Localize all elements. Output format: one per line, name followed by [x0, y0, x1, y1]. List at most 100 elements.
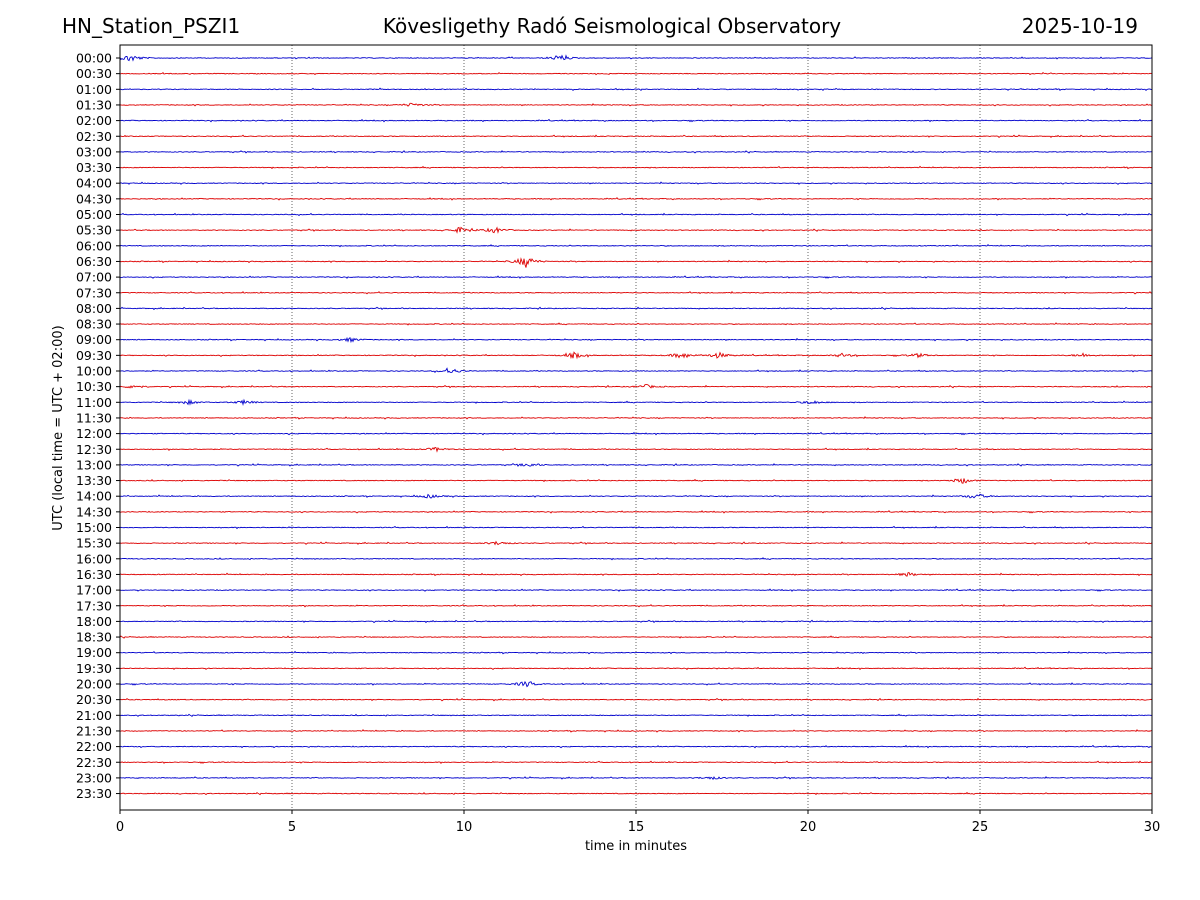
y-tick-label: 09:30 — [76, 348, 112, 363]
trace-1900 — [119, 650, 1153, 655]
y-tick-label: 18:30 — [76, 630, 112, 645]
y-tick-label: 12:30 — [76, 442, 112, 457]
trace-1100 — [119, 398, 1153, 407]
y-tick-label: 08:00 — [76, 301, 112, 316]
trace-1130 — [119, 416, 1153, 420]
trace-1930 — [119, 666, 1153, 671]
y-tick-label: 21:30 — [76, 723, 112, 738]
chart-title: Kövesligethy Radó Seismological Observat… — [382, 14, 842, 38]
trace-0430 — [119, 197, 1153, 201]
trace-1500 — [119, 525, 1153, 530]
y-tick-label: 20:30 — [76, 692, 112, 707]
trace-0030 — [119, 71, 1153, 76]
y-tick-label: 17:30 — [76, 598, 112, 613]
y-tick-label: 16:30 — [76, 567, 112, 582]
trace-0230 — [119, 134, 1153, 139]
y-tick-label: 19:00 — [76, 645, 112, 660]
y-tick-label: 06:00 — [76, 238, 112, 253]
y-tick-label: 01:00 — [76, 82, 112, 97]
x-axis-label: time in minutes — [585, 839, 687, 854]
y-tick-label: 12:00 — [76, 426, 112, 441]
y-tick-label: 11:30 — [76, 410, 112, 425]
trace-1330 — [119, 478, 1153, 484]
trace-2030 — [119, 697, 1153, 702]
trace-1800 — [119, 619, 1153, 624]
y-tick-label: 14:30 — [76, 504, 112, 519]
y-tick-label: 10:00 — [76, 364, 112, 379]
trace-1030 — [119, 384, 1153, 389]
y-tick-label: 13:00 — [76, 457, 112, 472]
trace-0930 — [119, 351, 1153, 360]
y-axis-ticks: 00:0000:3001:0001:3002:0002:3003:0003:30… — [76, 51, 120, 801]
trace-0830 — [119, 322, 1153, 326]
y-tick-label: 07:30 — [76, 285, 112, 300]
y-tick-label: 18:00 — [76, 614, 112, 629]
y-tick-label: 16:00 — [76, 551, 112, 566]
y-tick-label: 04:30 — [76, 191, 112, 206]
trace-1830 — [119, 635, 1153, 639]
y-tick-label: 22:00 — [76, 739, 112, 754]
trace-1000 — [119, 367, 1153, 373]
trace-0100 — [119, 87, 1153, 92]
y-tick-label: 20:00 — [76, 677, 112, 692]
trace-0400 — [119, 181, 1153, 185]
y-tick-label: 13:30 — [76, 473, 112, 488]
trace-0600 — [119, 244, 1153, 248]
y-tick-label: 11:00 — [76, 395, 112, 410]
x-tick-label: 10 — [456, 820, 473, 835]
trace-0530 — [119, 226, 1153, 234]
y-tick-label: 03:00 — [76, 144, 112, 159]
trace-1300 — [119, 462, 1153, 467]
trace-1230 — [119, 446, 1153, 453]
trace-0800 — [119, 306, 1153, 311]
trace-1200 — [119, 431, 1153, 436]
trace-2100 — [119, 713, 1153, 718]
y-tick-label: 23:30 — [76, 786, 112, 801]
trace-2130 — [119, 729, 1153, 733]
x-tick-label: 0 — [116, 820, 124, 835]
plot-date: 2025-10-19 — [1021, 14, 1138, 38]
y-tick-label: 14:00 — [76, 489, 112, 504]
y-tick-label: 19:30 — [76, 661, 112, 676]
trace-1730 — [119, 603, 1153, 608]
y-tick-label: 00:00 — [76, 51, 112, 66]
y-tick-label: 05:30 — [76, 223, 112, 238]
x-tick-label: 30 — [1144, 820, 1161, 835]
y-tick-label: 09:00 — [76, 332, 112, 347]
station-name: HN_Station_PSZI1 — [62, 14, 241, 38]
trace-2300 — [119, 776, 1153, 781]
trace-0730 — [119, 290, 1153, 295]
trace-2200 — [119, 744, 1153, 749]
trace-0200 — [119, 118, 1153, 123]
trace-1530 — [119, 540, 1153, 546]
y-tick-label: 15:00 — [76, 520, 112, 535]
y-tick-label: 06:30 — [76, 254, 112, 269]
trace-0900 — [119, 336, 1153, 344]
y-axis-label: UTC (local time = UTC + 02:00) — [51, 325, 66, 530]
vertical-grid — [291, 45, 981, 810]
y-tick-label: 22:30 — [76, 755, 112, 770]
trace-0330 — [119, 165, 1153, 170]
x-tick-label: 5 — [288, 820, 296, 835]
trace-0500 — [119, 212, 1153, 217]
y-tick-label: 05:00 — [76, 207, 112, 222]
y-tick-label: 02:00 — [76, 113, 112, 128]
seismic-traces — [119, 54, 1153, 796]
y-tick-label: 01:30 — [76, 97, 112, 112]
trace-1630 — [119, 572, 1153, 577]
trace-2000 — [119, 680, 1153, 688]
trace-2330 — [119, 791, 1153, 796]
y-tick-label: 08:30 — [76, 317, 112, 332]
y-tick-label: 10:30 — [76, 379, 112, 394]
trace-1600 — [119, 557, 1153, 561]
y-tick-label: 00:30 — [76, 66, 112, 81]
x-tick-label: 20 — [800, 820, 817, 835]
y-tick-label: 04:00 — [76, 176, 112, 191]
y-tick-label: 23:00 — [76, 770, 112, 785]
y-tick-label: 07:00 — [76, 270, 112, 285]
trace-0130 — [119, 102, 1153, 107]
trace-0700 — [119, 275, 1153, 279]
x-tick-label: 25 — [972, 820, 989, 835]
trace-1700 — [119, 588, 1153, 592]
